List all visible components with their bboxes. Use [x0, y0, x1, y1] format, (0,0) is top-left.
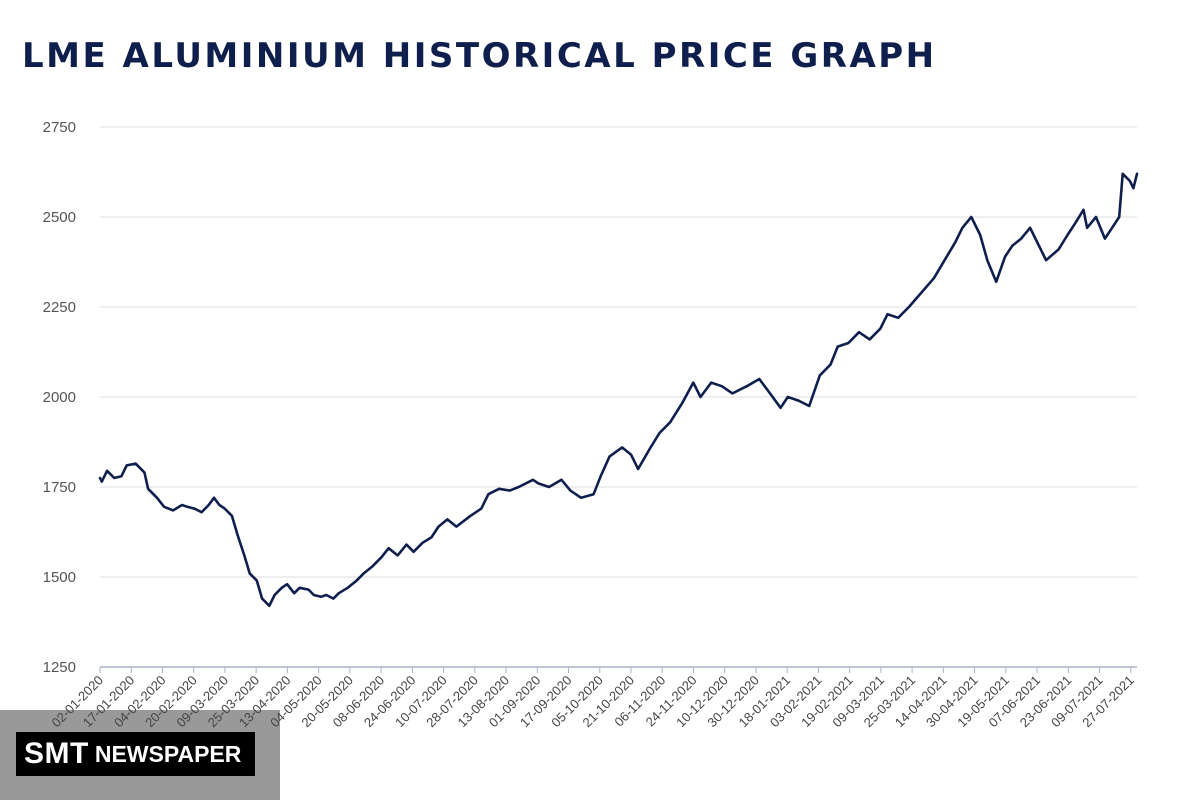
y-tick-labels: 1250 1500 1750 2000 2250 2500 2750	[43, 119, 76, 676]
price-series-line	[98, 172, 1139, 608]
watermark-word: NEWSPAPER	[94, 740, 242, 767]
y-tick-label: 1500	[43, 569, 76, 586]
x-axis	[99, 666, 1137, 673]
chart-title: LME ALUMINIUM HISTORICAL PRICE GRAPH	[22, 36, 937, 76]
y-tick-label: 1250	[43, 659, 76, 676]
y-tick-label: 2000	[43, 389, 76, 406]
y-tick-label: 2250	[43, 299, 76, 316]
y-tick-label: 1750	[43, 479, 76, 496]
gridlines	[100, 126, 1137, 578]
watermark-logo: SMT NEWSPAPER	[16, 732, 256, 776]
y-tick-label: 2750	[43, 119, 76, 136]
watermark-overlay: SMT NEWSPAPER	[0, 710, 280, 800]
watermark-brand: SMT	[24, 737, 89, 770]
y-tick-label: 2500	[43, 209, 76, 226]
